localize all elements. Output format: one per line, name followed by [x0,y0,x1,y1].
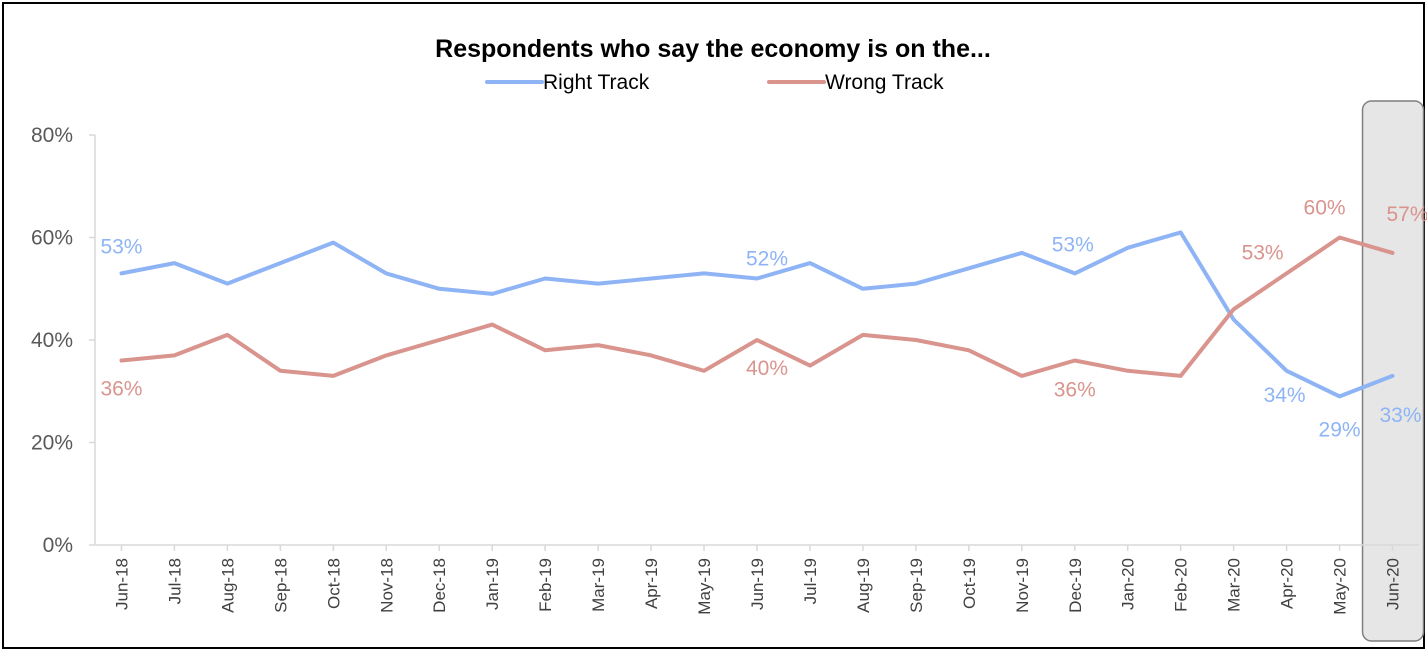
y-tick-label: 40% [31,329,73,352]
data-label: 34% [1264,384,1306,407]
x-tick-label: Jan-19 [483,558,502,610]
x-tick-label: Nov-18 [377,558,396,613]
x-tick-label: Aug-18 [218,558,237,613]
x-tick-label: Oct-18 [324,558,343,609]
y-tick-label: 20% [31,432,73,455]
x-tick-label: Jan-20 [1119,558,1138,610]
data-label: 52% [746,248,788,271]
data-label: 33% [1380,404,1422,427]
x-tick-label: Jun-19 [748,558,767,610]
x-tick-label: May-20 [1331,558,1350,615]
y-tick-label: 60% [31,227,73,250]
data-label: 53% [100,235,142,258]
x-tick-label: Sep-18 [271,558,290,613]
x-tick-label: Jun-18 [112,558,131,610]
series-line-0 [119,230,1395,399]
x-tick-label: Mar-20 [1225,558,1244,612]
chart-title: Respondents who say the economy is on th… [435,35,991,63]
data-label: 36% [1054,379,1096,402]
series-line-1 [119,235,1395,378]
legend-label: Wrong Track [825,71,944,94]
data-label: 36% [100,378,142,401]
data-label: 40% [746,357,788,380]
x-tick-label: Oct-19 [960,558,979,609]
x-tick-label: Dec-18 [430,558,449,613]
data-label: 60% [1304,197,1346,220]
legend-label: Right Track [543,71,650,94]
legend-item-1: Wrong Track [767,71,944,94]
x-tick-label: Aug-19 [854,558,873,613]
x-tick-label: Feb-20 [1172,558,1191,612]
x-tick-label: Apr-19 [642,558,661,609]
data-label: 57% [1387,203,1427,226]
highlight-box [1361,100,1425,642]
x-tick-label: Jul-18 [165,558,184,604]
x-tick-label: Dec-19 [1066,558,1085,613]
x-tick-label: Feb-19 [536,558,555,612]
x-tick-label: Jul-19 [801,558,820,604]
x-tick-label: Nov-19 [1013,558,1032,613]
x-tick-label: Jun-20 [1384,558,1403,610]
data-label: 29% [1319,418,1361,441]
y-tick-label: 0% [43,534,73,557]
y-tick-label: 80% [31,124,73,147]
x-tick-label: Mar-19 [589,558,608,612]
legend-item-0: Right Track [485,71,650,94]
x-tick-label: Apr-20 [1278,558,1297,609]
data-label: 53% [1242,241,1284,264]
x-tick-label: May-19 [695,558,714,615]
data-label: 53% [1052,233,1094,256]
x-tick-label: Sep-19 [907,558,926,613]
